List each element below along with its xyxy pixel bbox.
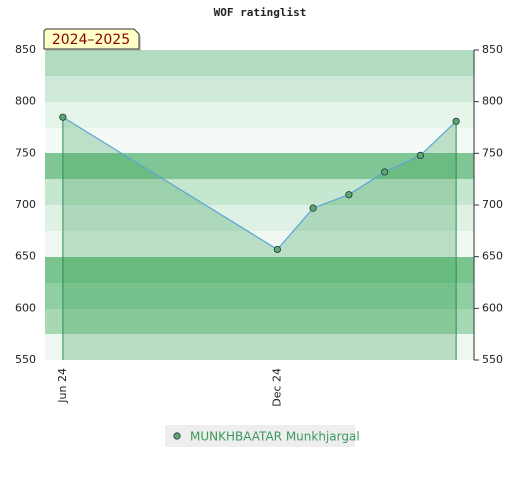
- y2-tick-label: 750: [482, 146, 503, 159]
- point: [452, 117, 460, 125]
- point: [345, 191, 353, 199]
- y-tick-label: 750: [15, 146, 36, 159]
- legend-box: [165, 425, 355, 447]
- y-tick-label: 700: [15, 198, 36, 211]
- y2-tick-label: 600: [482, 301, 503, 314]
- annotation: 2024–2025: [43, 28, 141, 51]
- point: [381, 168, 389, 176]
- y2-tick-label: 650: [482, 250, 503, 263]
- annotation-text: 2024–2025: [52, 32, 130, 48]
- y2-tick-label: 700: [482, 198, 503, 211]
- y-tick-label: 600: [15, 301, 36, 314]
- point: [416, 151, 424, 159]
- chart-title: WOF ratinglist: [214, 6, 307, 19]
- plot-background: [45, 50, 474, 360]
- y-tick-label: 550: [15, 353, 36, 366]
- point: [59, 113, 67, 121]
- x-tick-label: Jun 24: [56, 368, 69, 404]
- y-tick-label: 850: [15, 43, 36, 56]
- legend-marker: [173, 432, 181, 440]
- y2-tick-label: 800: [482, 95, 503, 108]
- y2-tick-label: 850: [482, 43, 503, 56]
- plot: [59, 113, 460, 361]
- legend-label: MUNKHBAATAR Munkhjargal: [190, 430, 360, 444]
- point: [309, 204, 317, 212]
- y-tick-label: 800: [15, 95, 36, 108]
- y-tick-label: 650: [15, 250, 36, 263]
- y2-tick-label: 550: [482, 353, 503, 366]
- x-tick-label: Dec 24: [270, 368, 283, 407]
- point: [273, 245, 281, 254]
